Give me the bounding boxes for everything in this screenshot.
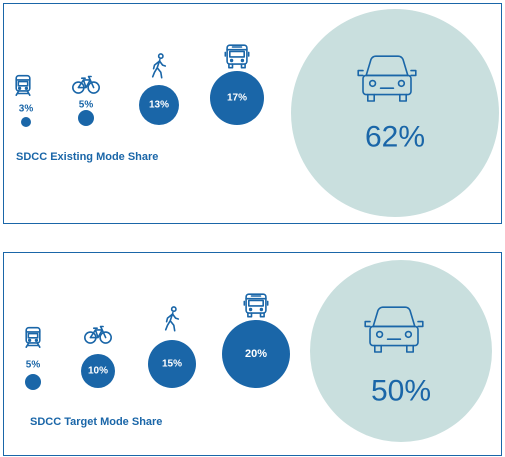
train-icon — [15, 74, 31, 96]
mode-bicycle-group: 10% — [81, 325, 115, 388]
car-icon — [357, 55, 417, 102]
bicycle-share-circle — [81, 354, 115, 388]
walking-share-circle — [139, 85, 179, 125]
mode-bus-group: 20% — [222, 293, 290, 388]
mode-bicycle-group: 5% — [72, 75, 100, 126]
target-mode-share-chart: 5% 10% 15% 20% 50% SDCC Target Mode Share — [25, 260, 492, 442]
bicycle-icon — [84, 325, 112, 344]
bus-share-circle — [210, 71, 264, 125]
mode-walking-group: 15% — [148, 306, 196, 388]
train-icon — [25, 326, 41, 348]
car-share-circle — [310, 260, 492, 442]
walking-share-label: 15% — [162, 359, 182, 370]
car-icon — [364, 306, 424, 353]
target-mode-share-panel: 5% 10% 15% 20% 50% SDCC Target Mode Share — [3, 252, 502, 456]
bicycle-share-circle — [78, 110, 94, 126]
bus-share-label: 20% — [245, 348, 267, 360]
pedestrian-icon — [151, 53, 167, 79]
train-share-circle — [25, 374, 41, 390]
mode-car-group: 62% — [291, 9, 499, 217]
mode-train-group: 3% — [15, 74, 34, 127]
bicycle-icon — [72, 75, 100, 94]
chart-title: SDCC Target Mode Share — [30, 416, 162, 428]
car-share-circle — [291, 9, 499, 217]
walking-share-circle — [148, 340, 196, 388]
mode-car-group: 50% — [310, 260, 492, 442]
mode-bus-group: 17% — [210, 44, 264, 125]
bus-share-label: 17% — [227, 93, 247, 104]
existing-mode-share-chart: 3% 5% 13% 17% 62% SDCC Existing Mode Share — [15, 9, 499, 217]
existing-mode-share-panel: 3% 5% 13% 17% 62% SDCC Existing Mode Share — [3, 3, 502, 224]
bus-icon — [243, 293, 269, 318]
bicycle-share-label: 10% — [88, 366, 108, 377]
train-share-circle — [21, 117, 31, 127]
mode-walking-group: 13% — [139, 53, 179, 125]
pedestrian-icon — [164, 306, 180, 332]
bicycle-share-label: 5% — [79, 100, 94, 111]
bus-share-circle — [222, 320, 290, 388]
chart-title: SDCC Existing Mode Share — [16, 151, 158, 163]
train-share-label: 5% — [26, 360, 41, 371]
car-share-label: 62% — [365, 121, 425, 154]
bus-icon — [224, 44, 250, 69]
mode-train-group: 5% — [25, 326, 41, 390]
train-share-label: 3% — [19, 104, 34, 115]
car-share-label: 50% — [371, 375, 431, 408]
walking-share-label: 13% — [149, 100, 169, 111]
